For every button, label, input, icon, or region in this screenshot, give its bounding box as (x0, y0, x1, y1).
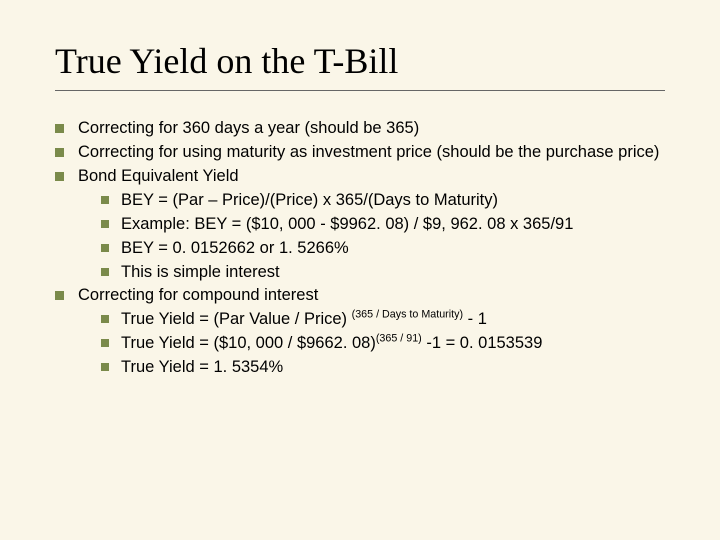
list-item-text: Correcting for using maturity as investm… (78, 141, 665, 165)
square-bullet-icon (101, 363, 109, 371)
list-item-text: BEY = (Par – Price)/(Price) x 365/(Days … (121, 189, 665, 213)
bullet-list: Correcting for 360 days a year (should b… (55, 117, 665, 380)
list-item-text: This is simple interest (121, 261, 665, 285)
list-item: BEY = (Par – Price)/(Price) x 365/(Days … (101, 189, 665, 213)
list-item: Example: BEY = ($10, 000 - $9962. 08) / … (101, 213, 665, 237)
list-item: Correcting for using maturity as investm… (55, 141, 665, 165)
list-item-text: True Yield = 1. 5354% (121, 356, 665, 380)
slide: True Yield on the T-Bill Correcting for … (0, 0, 720, 540)
list-item-text: Correcting for 360 days a year (should b… (78, 117, 665, 141)
superscript: (365 / Days to Maturity) (352, 309, 463, 321)
square-bullet-icon (101, 196, 109, 204)
list-item-text: Bond Equivalent Yield (78, 165, 665, 189)
text-pre: True Yield = (Par Value / Price) (121, 310, 352, 328)
square-bullet-icon (55, 124, 64, 133)
text-pre: True Yield = ($10, 000 / $9662. 08) (121, 334, 376, 352)
list-item: This is simple interest (101, 261, 665, 285)
list-item: BEY = 0. 0152662 or 1. 5266% (101, 237, 665, 261)
list-item-text: Example: BEY = ($10, 000 - $9962. 08) / … (121, 213, 665, 237)
list-item-text: True Yield = (Par Value / Price) (365 / … (121, 308, 665, 332)
text-post: - 1 (463, 310, 487, 328)
list-item: Correcting for 360 days a year (should b… (55, 117, 665, 141)
square-bullet-icon (55, 148, 64, 157)
title-rule (55, 90, 665, 91)
slide-title: True Yield on the T-Bill (55, 40, 665, 82)
list-item-text: BEY = 0. 0152662 or 1. 5266% (121, 237, 665, 261)
square-bullet-icon (55, 172, 64, 181)
list-item-text: Correcting for compound interest (78, 284, 665, 308)
square-bullet-icon (101, 315, 109, 323)
list-item: True Yield = ($10, 000 / $9662. 08)(365 … (101, 332, 665, 356)
superscript: (365 / 91) (376, 333, 422, 345)
square-bullet-icon (55, 291, 64, 300)
list-item-text: True Yield = ($10, 000 / $9662. 08)(365 … (121, 332, 665, 356)
square-bullet-icon (101, 244, 109, 252)
square-bullet-icon (101, 220, 109, 228)
text-post: -1 = 0. 0153539 (422, 334, 543, 352)
list-item: Correcting for compound interest (55, 284, 665, 308)
list-item: Bond Equivalent Yield (55, 165, 665, 189)
list-item: True Yield = (Par Value / Price) (365 / … (101, 308, 665, 332)
list-item: True Yield = 1. 5354% (101, 356, 665, 380)
square-bullet-icon (101, 339, 109, 347)
square-bullet-icon (101, 268, 109, 276)
